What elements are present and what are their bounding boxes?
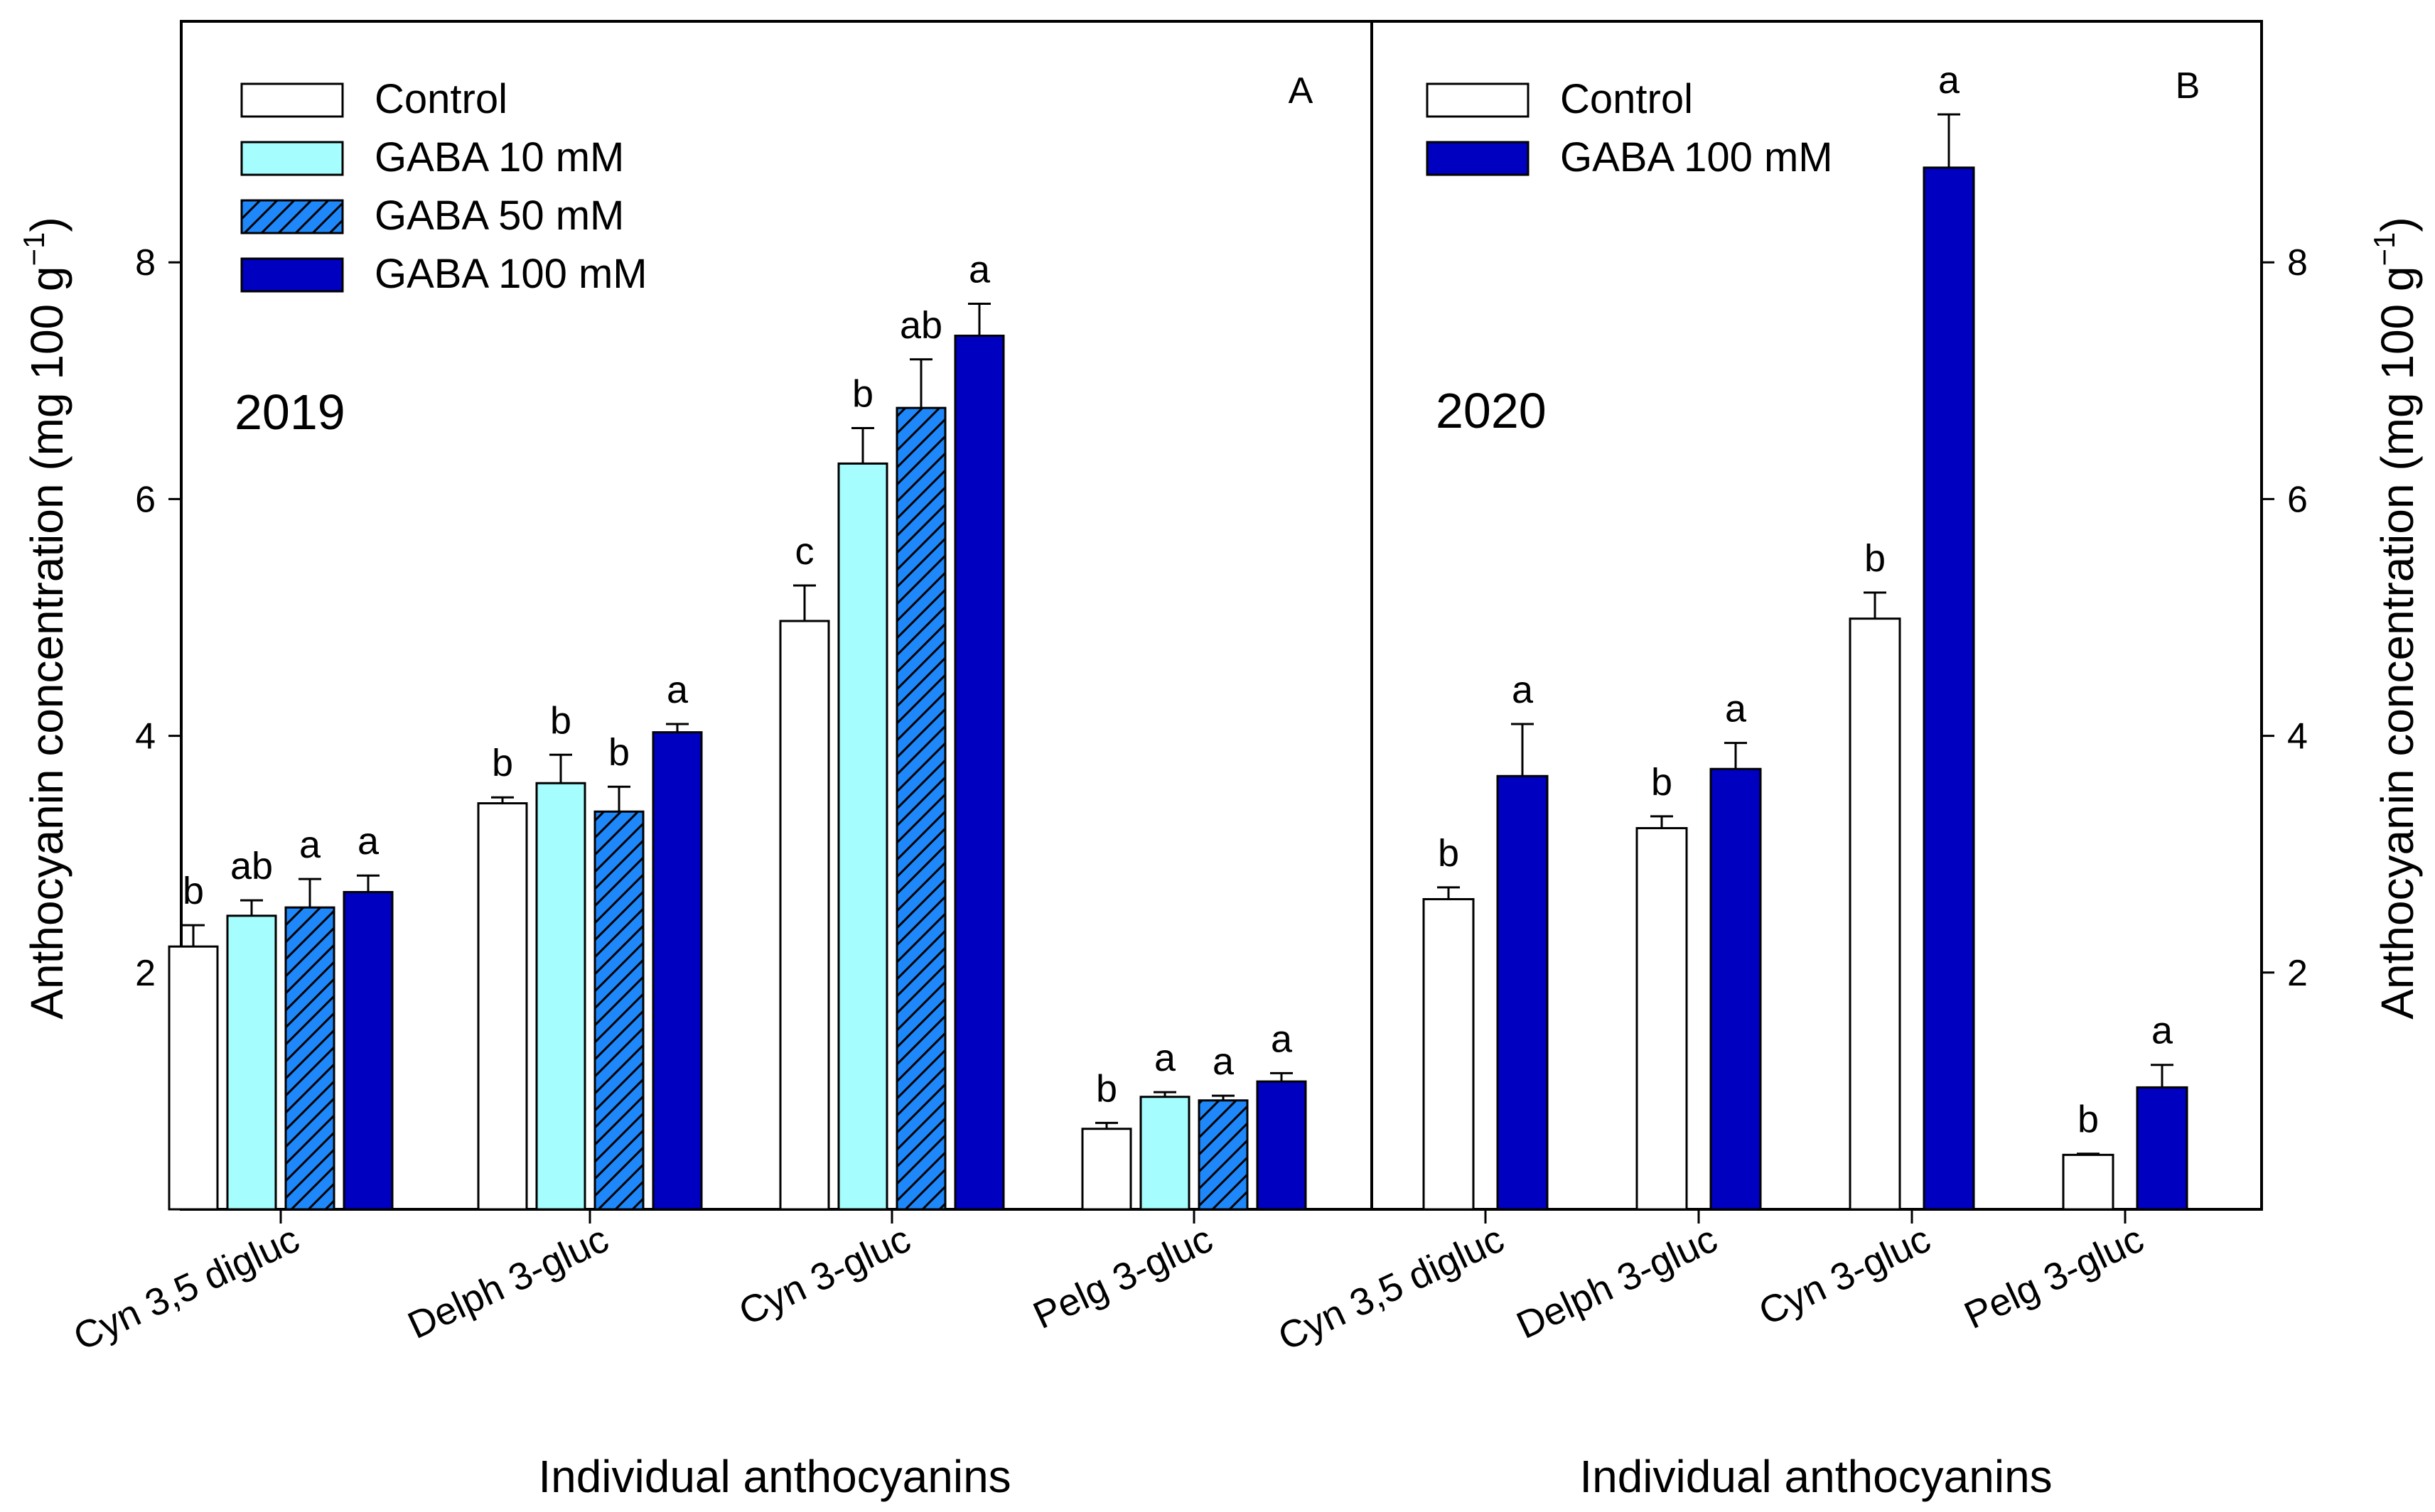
panel-a-category-label: Pelg 3-gluc bbox=[1027, 1217, 1219, 1337]
panel-b-letter: B bbox=[2176, 65, 2200, 107]
panel-a-bar bbox=[837, 462, 888, 1211]
panel-a-bar bbox=[1139, 1096, 1190, 1211]
panel-b-plot: 2 4 6 8 b a Cyn 3,5 digluc b a Delph 3-gluc b a Cyn … bbox=[1272, 59, 2308, 1359]
panel-a-legend-label: GABA 100 mM bbox=[375, 251, 647, 297]
panel-b-category-label: Cyn 3,5 digluc bbox=[1272, 1217, 1510, 1359]
panel-a-x-axis-title: Individual anthocyanins bbox=[538, 1451, 1011, 1502]
panel-a-significance-letter: a bbox=[358, 820, 380, 863]
panel-b-bar bbox=[1709, 767, 1762, 1211]
panel-a-year-label: 2019 bbox=[235, 384, 345, 440]
panel-b-legend-label: Control bbox=[1560, 76, 1693, 122]
panel-a-legend-label: GABA 10 mM bbox=[375, 134, 624, 180]
panel-b-frame bbox=[1370, 20, 2263, 1211]
panel-a-bar bbox=[477, 802, 528, 1211]
panel-a-legend-label: Control bbox=[375, 76, 507, 122]
panel-a-legend-swatch bbox=[240, 82, 344, 118]
panel-b-significance-letter: a bbox=[1512, 669, 1534, 711]
right-y-axis-title: Anthocyanin concentration (mg 100 g−1) bbox=[2367, 217, 2423, 1019]
panel-a-legend-swatch bbox=[240, 257, 344, 293]
panel-a-bar bbox=[226, 914, 277, 1211]
panel-b-category-label: Cyn 3-gluc bbox=[1753, 1217, 1937, 1333]
panel-a-significance-letter: a bbox=[969, 249, 991, 291]
panel-a-y-tick-label: 2 bbox=[135, 953, 156, 994]
panel-a-significance-letter: c bbox=[795, 530, 815, 573]
panel-b-significance-letter: b bbox=[2077, 1098, 2099, 1141]
panel-a-bar bbox=[168, 945, 219, 1211]
panel-a-bar bbox=[779, 620, 830, 1211]
panel-b-category-label: Pelg 3-gluc bbox=[1958, 1217, 2150, 1337]
panel-b-year-label: 2020 bbox=[1436, 383, 1547, 438]
panel-a-category-label: Delph 3-gluc bbox=[402, 1217, 615, 1347]
panel-a-bar bbox=[1256, 1080, 1307, 1211]
panel-a-bar bbox=[535, 782, 586, 1211]
panel-b-category-label: Delph 3-gluc bbox=[1510, 1217, 1724, 1347]
panel-b-y-tick-label: 2 bbox=[2287, 953, 2308, 994]
panel-a-bar bbox=[1081, 1128, 1132, 1211]
panel-a-bar bbox=[954, 334, 1005, 1211]
panel-b-bar bbox=[2136, 1086, 2188, 1211]
panel-a-significance-letter: a bbox=[667, 669, 689, 711]
panel-b-bar bbox=[1422, 898, 1475, 1211]
panel-a-bar bbox=[593, 810, 645, 1211]
panel-a-legend-label: GABA 50 mM bbox=[375, 193, 624, 239]
panel-a-y-tick-label: 6 bbox=[135, 479, 156, 520]
panel-a-significance-letter: a bbox=[1213, 1040, 1235, 1083]
panel-a-category-label: Cyn 3,5 digluc bbox=[68, 1217, 306, 1359]
panel-a-significance-letter: b bbox=[852, 372, 874, 415]
panel-b-significance-letter: b bbox=[1864, 537, 1886, 580]
panel-a-significance-letter: a bbox=[1154, 1037, 1176, 1079]
panel-b-x-axis-title: Individual anthocyanins bbox=[1579, 1451, 2052, 1502]
panel-a-significance-letter: b bbox=[550, 699, 571, 742]
panel-b-significance-letter: a bbox=[1938, 59, 1960, 102]
panel-a-legend-swatch bbox=[240, 199, 344, 234]
panel-a-bar bbox=[652, 731, 703, 1211]
left-y-axis-title: Anthocyanin concentration (mg 100 g−1) bbox=[17, 217, 72, 1019]
panel-b-bar bbox=[1496, 774, 1549, 1211]
panel-b-legend-label: GABA 100 mM bbox=[1560, 134, 1833, 180]
panel-a-bar bbox=[343, 891, 394, 1211]
panel-b-y-tick-label: 4 bbox=[2287, 716, 2308, 757]
panel-a-significance-letter: a bbox=[1271, 1017, 1293, 1060]
panel-b-significance-letter: a bbox=[1725, 688, 1747, 730]
panel-a-significance-letter: b bbox=[183, 870, 204, 912]
panel-b-significance-letter: a bbox=[2151, 1010, 2173, 1052]
panel-a-y-tick-label: 8 bbox=[135, 242, 156, 284]
panel-b-bar bbox=[1849, 617, 1901, 1211]
panel-a-legend-swatch bbox=[240, 141, 344, 176]
panel-b-legend-swatch bbox=[1426, 141, 1530, 176]
panel-a-significance-letter: ab bbox=[900, 304, 942, 347]
panel-b-significance-letter: b bbox=[1438, 832, 1459, 875]
panel-a-significance-letter: a bbox=[299, 824, 321, 866]
panel-b-bar bbox=[2062, 1153, 2114, 1211]
panel-a-y-tick-label: 4 bbox=[135, 716, 156, 757]
panel-a-bar bbox=[1198, 1099, 1249, 1211]
panel-b-bar bbox=[1923, 166, 1975, 1211]
panel-a-bar bbox=[896, 406, 947, 1211]
panel-b-y-tick-label: 6 bbox=[2287, 479, 2308, 520]
panel-b-y-tick-label: 8 bbox=[2287, 242, 2308, 284]
panel-a-significance-letter: b bbox=[608, 731, 630, 774]
panel-a-significance-letter: b bbox=[492, 742, 513, 784]
panel-a-category-label: Cyn 3-gluc bbox=[733, 1217, 917, 1333]
panel-a-bar bbox=[284, 906, 335, 1211]
panel-b-legend-swatch bbox=[1426, 82, 1530, 118]
panel-a-significance-letter: ab bbox=[230, 845, 273, 887]
panel-b-significance-letter: b bbox=[1651, 761, 1672, 804]
panel-a-letter: A bbox=[1289, 70, 1313, 112]
panel-a-significance-letter: b bbox=[1096, 1067, 1117, 1110]
panel-b-bar bbox=[1635, 827, 1688, 1211]
